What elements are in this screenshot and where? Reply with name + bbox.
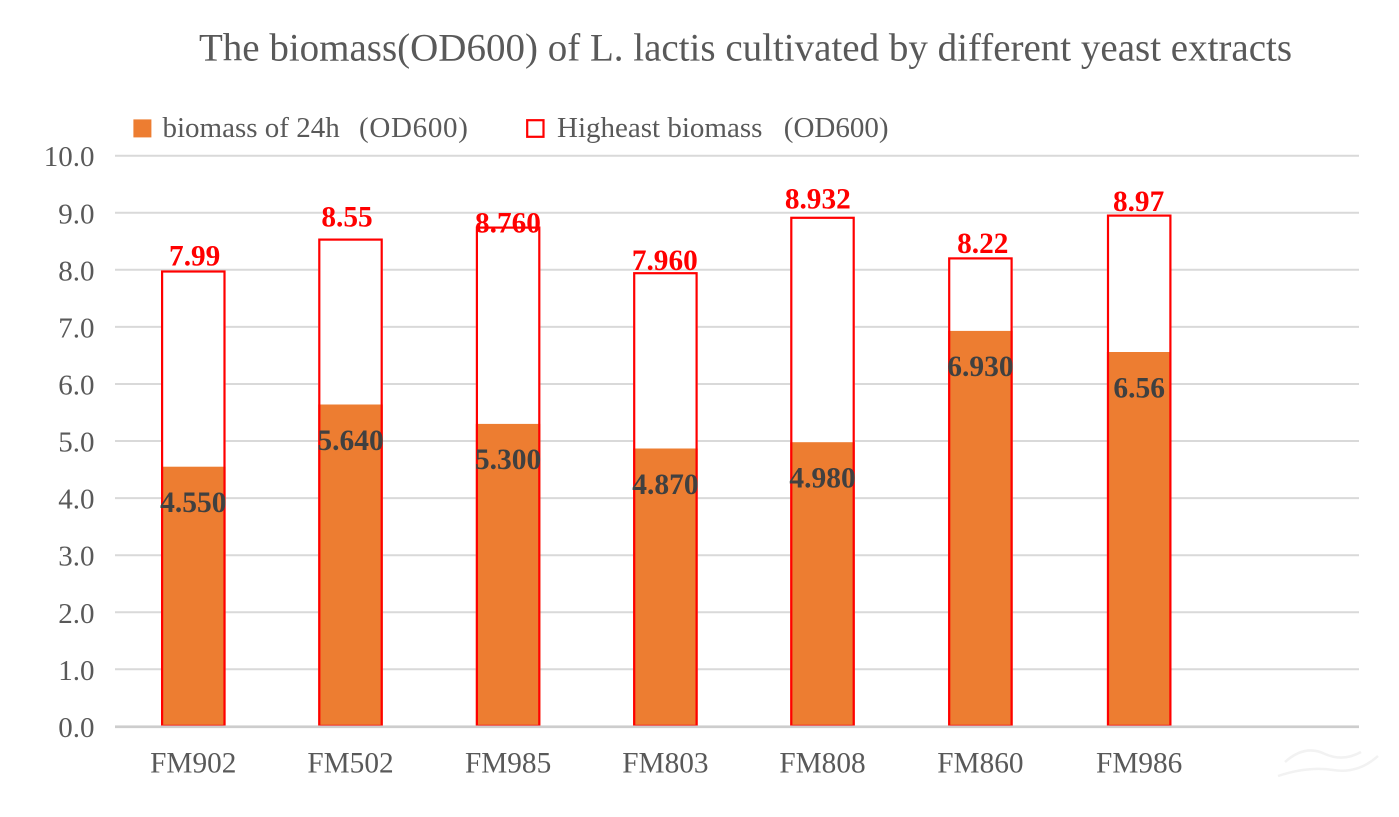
svg-text:7.99: 7.99 (169, 241, 220, 273)
svg-text:FM986: FM986 (1096, 748, 1182, 780)
svg-text:FM803: FM803 (622, 748, 708, 780)
svg-text:0.0: 0.0 (58, 712, 94, 744)
svg-text:5.300: 5.300 (475, 444, 541, 476)
svg-text:9.0: 9.0 (58, 198, 94, 230)
svg-text:10.0: 10.0 (44, 141, 95, 173)
svg-text:FM985: FM985 (465, 748, 551, 780)
svg-text:4.550: 4.550 (160, 487, 226, 519)
svg-text:The biomass(OD600) of L. lacti: The biomass(OD600) of L. lactis cultivat… (199, 27, 1292, 70)
svg-text:FM502: FM502 (307, 748, 393, 780)
svg-text:8.760: 8.760 (475, 208, 541, 240)
svg-text:6.56: 6.56 (1113, 372, 1165, 404)
svg-text:7.960: 7.960 (632, 245, 698, 277)
svg-text:FM902: FM902 (150, 748, 236, 780)
svg-text:8.932: 8.932 (785, 184, 851, 216)
svg-text:8.0: 8.0 (58, 255, 94, 287)
svg-text:8.22: 8.22 (957, 228, 1008, 260)
svg-text:(OD600): (OD600) (784, 112, 889, 144)
svg-text:3.0: 3.0 (58, 541, 94, 573)
svg-text:1.0: 1.0 (58, 655, 94, 687)
svg-text:7.0: 7.0 (58, 312, 94, 344)
svg-text:5.640: 5.640 (317, 425, 383, 457)
svg-text:FM808: FM808 (779, 748, 865, 780)
svg-text:6.930: 6.930 (947, 351, 1013, 383)
svg-text:4.980: 4.980 (789, 463, 855, 495)
svg-text:FM860: FM860 (937, 748, 1023, 780)
svg-text:biomass of 24h: biomass of 24h (163, 112, 341, 144)
svg-text:Higheast biomass: Higheast biomass (557, 112, 762, 144)
svg-text:2.0: 2.0 (58, 598, 94, 630)
svg-text:8.55: 8.55 (321, 202, 372, 234)
svg-text:6.0: 6.0 (58, 370, 94, 402)
svg-text:4.0: 4.0 (58, 484, 94, 516)
svg-text:(OD600): (OD600) (359, 112, 469, 144)
svg-text:8.97: 8.97 (1113, 186, 1164, 218)
svg-text:5.0: 5.0 (58, 427, 94, 459)
svg-text:4.870: 4.870 (632, 469, 698, 501)
